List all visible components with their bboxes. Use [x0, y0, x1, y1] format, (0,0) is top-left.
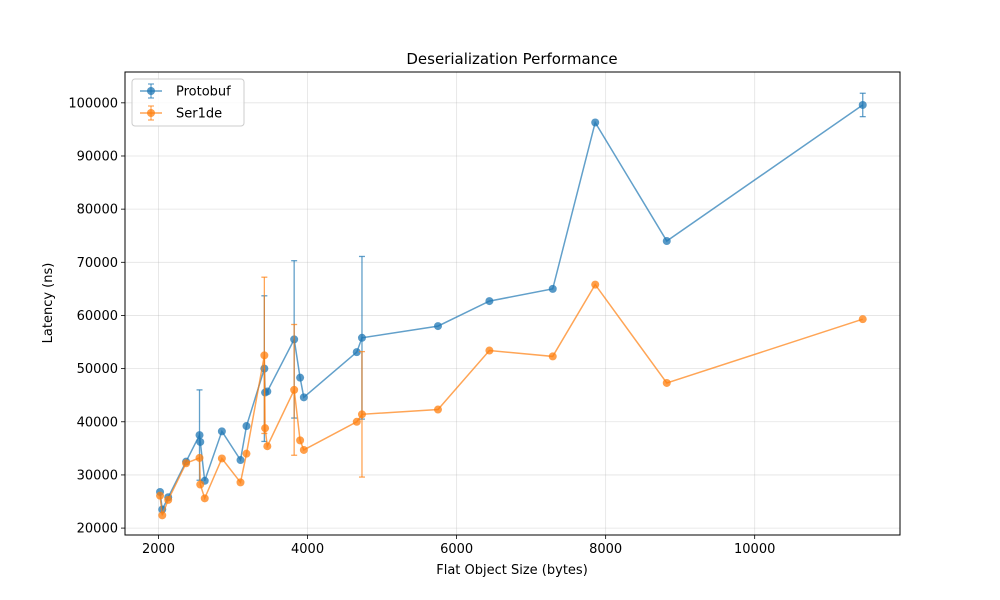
data-point-protobuf — [485, 297, 494, 306]
data-point-ser1de — [352, 417, 361, 426]
legend: Protobuf Ser1de — [131, 78, 245, 127]
data-point-protobuf — [858, 100, 867, 109]
chart-title: Deserialization Performance — [406, 50, 617, 68]
data-point-protobuf — [195, 431, 204, 440]
legend-item-ser1de: Ser1de — [140, 105, 222, 122]
data-point-protobuf — [662, 237, 671, 246]
series-layer — [156, 92, 867, 520]
legend-label-protobuf: Protobuf — [176, 85, 231, 100]
data-point-ser1de — [433, 405, 442, 414]
data-point-ser1de — [158, 511, 167, 520]
x-tick-label: 2000 — [142, 542, 175, 557]
data-point-ser1de — [548, 352, 557, 361]
y-tick-label: 60000 — [77, 309, 118, 324]
y-tick-label: 100000 — [68, 96, 118, 111]
x-tick-label: 6000 — [440, 542, 473, 557]
data-point-protobuf — [548, 284, 557, 293]
data-point-protobuf — [299, 393, 308, 402]
data-point-ser1de — [195, 453, 204, 462]
data-point-ser1de — [217, 454, 226, 463]
data-point-ser1de — [290, 385, 299, 394]
x-axis-label: Flat Object Size (bytes) — [436, 563, 588, 578]
legend-marker-ser1de — [147, 109, 155, 117]
data-point-protobuf — [236, 456, 245, 465]
y-tick-label: 50000 — [77, 362, 118, 377]
data-point-ser1de — [357, 410, 366, 419]
legend-item-protobuf: Protobuf — [140, 83, 231, 100]
data-point-protobuf — [591, 118, 600, 127]
data-point-ser1de — [263, 442, 272, 451]
y-tick-label: 90000 — [77, 149, 118, 164]
data-point-ser1de — [164, 495, 173, 504]
data-point-ser1de — [242, 449, 251, 458]
data-point-protobuf — [217, 427, 226, 436]
data-point-ser1de — [182, 459, 191, 468]
legend-label-ser1de: Ser1de — [176, 107, 222, 122]
data-point-ser1de — [662, 378, 671, 387]
y-axis: 20000 30000 40000 50000 60000 70000 80000 90000… — [68, 96, 125, 537]
x-tick-label: 8000 — [589, 542, 622, 557]
data-point-ser1de — [296, 436, 305, 445]
data-point-protobuf — [352, 348, 361, 357]
y-tick-label: 30000 — [77, 468, 118, 483]
data-point-ser1de — [200, 494, 209, 503]
data-point-ser1de — [299, 445, 308, 454]
y-axis-label: Latency (ns) — [41, 263, 56, 344]
y-tick-label: 40000 — [77, 415, 118, 430]
data-point-protobuf — [433, 322, 442, 331]
data-point-ser1de — [196, 480, 205, 489]
data-point-protobuf — [196, 437, 205, 446]
data-point-ser1de — [485, 346, 494, 355]
data-point-ser1de — [261, 424, 270, 433]
y-tick-label: 80000 — [77, 203, 118, 218]
legend-marker-protobuf — [147, 87, 155, 95]
data-point-ser1de — [260, 351, 269, 360]
data-point-ser1de — [236, 478, 245, 487]
plot-frame — [124, 71, 901, 536]
y-tick-label: 20000 — [77, 522, 118, 537]
data-point-ser1de — [858, 315, 867, 324]
data-point-ser1de — [591, 280, 600, 289]
grid — [125, 72, 900, 535]
series-ser1de — [156, 276, 867, 520]
y-tick-label: 70000 — [77, 256, 118, 271]
data-point-ser1de — [156, 491, 165, 500]
x-axis: 2000 4000 6000 8000 10000 — [142, 535, 775, 557]
data-point-protobuf — [242, 422, 251, 431]
x-tick-label: 4000 — [291, 542, 324, 557]
x-tick-label: 10000 — [734, 542, 775, 557]
data-point-protobuf — [357, 333, 366, 342]
data-point-protobuf — [296, 373, 305, 382]
